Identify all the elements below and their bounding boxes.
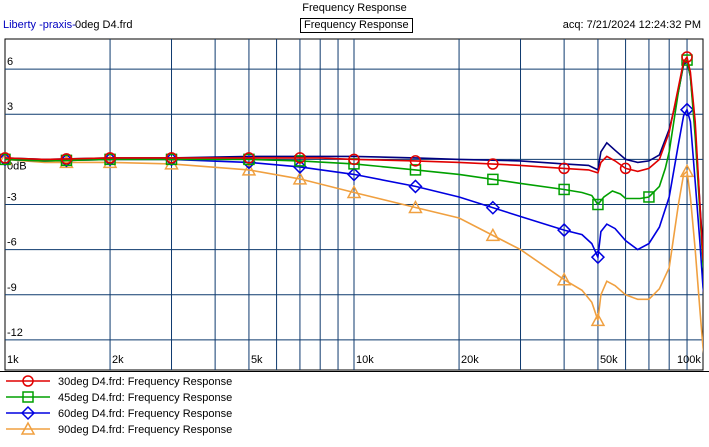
series-line <box>5 107 703 294</box>
legend-marker <box>22 391 34 403</box>
series-marker <box>558 162 570 175</box>
series-marker <box>619 162 632 175</box>
y-tick-label: 6 <box>7 56 13 68</box>
series-marker <box>409 164 422 176</box>
series-marker <box>104 152 116 164</box>
app-label: Liberty -praxis- <box>3 19 76 31</box>
x-tick-label: 2k <box>112 354 124 366</box>
series-marker <box>487 158 499 170</box>
series-marker <box>558 183 570 196</box>
legend-marker <box>22 375 34 387</box>
legend-marker <box>20 405 36 421</box>
y-tick-label: 0dB <box>7 160 27 172</box>
series-marker <box>643 191 655 203</box>
acquisition-timestamp: acq: 7/21/2024 12:24:32 PM <box>562 19 701 31</box>
series-marker <box>294 155 306 167</box>
series-marker <box>592 198 604 211</box>
series-marker <box>681 51 693 63</box>
series-marker <box>346 184 362 199</box>
series-marker <box>409 155 422 167</box>
series-marker <box>0 152 11 164</box>
legend: 30deg D4.frd: Frequency Response 45deg D4… <box>0 371 709 442</box>
legend-marker <box>20 421 36 435</box>
file-label: 0deg D4.frd <box>75 19 133 31</box>
boxed-title: Frequency Response <box>300 18 413 33</box>
x-tick-label: 5k <box>251 354 263 366</box>
x-tick-label: 100k <box>677 354 701 366</box>
series-marker <box>556 272 572 286</box>
x-tick-label: 10k <box>356 354 374 366</box>
x-tick-label: 20k <box>461 354 479 366</box>
legend-label: 45deg D4.frd: Frequency Response <box>58 392 232 404</box>
y-tick-label: 3 <box>7 101 13 113</box>
legend-label: 30deg D4.frd: Frequency Response <box>58 376 232 388</box>
series-marker <box>241 162 257 176</box>
series-marker <box>485 227 501 242</box>
y-tick-label: -12 <box>7 327 23 339</box>
series-marker <box>292 159 307 174</box>
series-marker <box>346 167 362 182</box>
series-marker <box>679 163 695 178</box>
series-marker <box>60 153 73 165</box>
y-tick-label: -9 <box>7 282 17 294</box>
series-marker <box>408 199 423 214</box>
series-marker <box>292 171 308 185</box>
series-marker <box>681 54 693 66</box>
x-tick-label: 50k <box>600 354 618 366</box>
series-marker <box>243 152 255 164</box>
series-marker <box>294 152 306 164</box>
series-marker <box>590 312 606 327</box>
legend-label: 60deg D4.frd: Frequency Response <box>58 408 232 420</box>
series-marker <box>348 153 360 166</box>
series-marker <box>485 200 500 215</box>
series-marker <box>557 223 572 238</box>
chart-title: Frequency Response <box>302 2 407 14</box>
y-tick-label: -3 <box>7 192 17 204</box>
series-marker <box>679 102 695 117</box>
series-marker <box>408 179 423 194</box>
legend-label: 90deg D4.frd: Frequency Response <box>58 424 232 436</box>
y-tick-label: -6 <box>7 237 17 249</box>
series-marker <box>487 173 499 186</box>
series-marker <box>590 250 606 265</box>
x-tick-label: 1k <box>7 354 19 366</box>
legend-canvas: 30deg D4.frd: Frequency Response 45deg D4… <box>6 375 232 436</box>
series-marker <box>165 152 178 164</box>
